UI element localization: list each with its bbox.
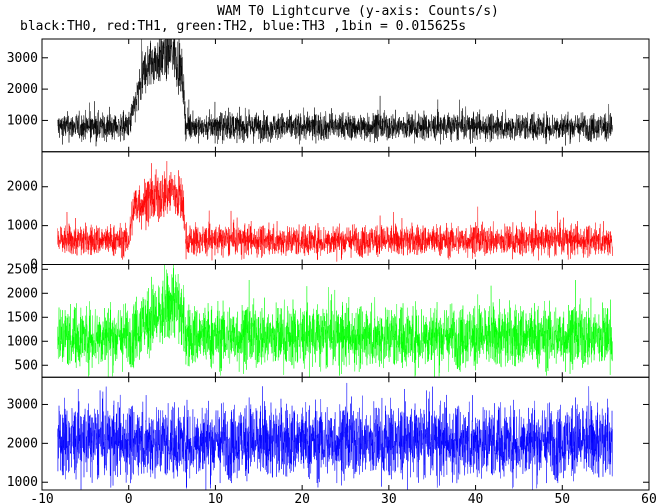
x-tick-label: 10 — [208, 492, 224, 504]
y-tick-label: 0 — [30, 258, 38, 273]
x-tick-label: 50 — [554, 492, 570, 504]
y-tick-label: 500 — [15, 358, 38, 373]
y-tick-label: 1000 — [7, 334, 38, 349]
series-line-th1 — [57, 161, 613, 262]
y-tick-label: 1000 — [7, 475, 38, 490]
x-tick-label: 20 — [294, 492, 310, 504]
figure-subtitle: black:TH0, red:TH1, green:TH2, blue:TH3 … — [20, 19, 466, 34]
panel-th1: 0 1000 2000 — [7, 151, 650, 273]
series-line-th0 — [57, 39, 613, 147]
panel-th0: 1000 2000 3000 — [7, 38, 650, 153]
y-tick-label: 2000 — [7, 286, 38, 301]
panels-group: 1000 2000 3000 0 1000 2000 500 1000 1500 2000 2500… — [7, 38, 650, 491]
y-tick-label: 1000 — [7, 219, 38, 234]
y-tick-label: 2000 — [7, 82, 38, 97]
x-tick-label: 0 — [125, 492, 133, 504]
y-tick-label: 3000 — [7, 51, 38, 66]
x-tick-label: 40 — [468, 492, 484, 504]
x-tick-label: 30 — [381, 492, 397, 504]
x-axis: -10 0 10 20 30 40 50 60 — [30, 492, 657, 504]
panel-th3: 1000 2000 3000 — [7, 376, 650, 491]
panel-frame — [41, 376, 650, 491]
y-tick-label: 3000 — [7, 397, 38, 412]
y-tick-label: 1000 — [7, 113, 38, 128]
series-line-th2 — [57, 264, 613, 378]
x-tick-label: -10 — [30, 492, 53, 504]
y-tick-label: 2000 — [7, 436, 38, 451]
series-line-th3 — [57, 382, 613, 490]
x-tick-label: 60 — [641, 492, 657, 504]
y-tick-label: 2500 — [7, 262, 38, 277]
y-tick-label: 2000 — [7, 180, 38, 195]
y-tick-label: 1500 — [7, 310, 38, 325]
panel-frame — [41, 38, 650, 153]
figure-title: WAM T0 Lightcurve (y-axis: Counts/s) — [217, 4, 499, 19]
panel-th2: 500 1000 1500 2000 2500 — [7, 262, 650, 378]
